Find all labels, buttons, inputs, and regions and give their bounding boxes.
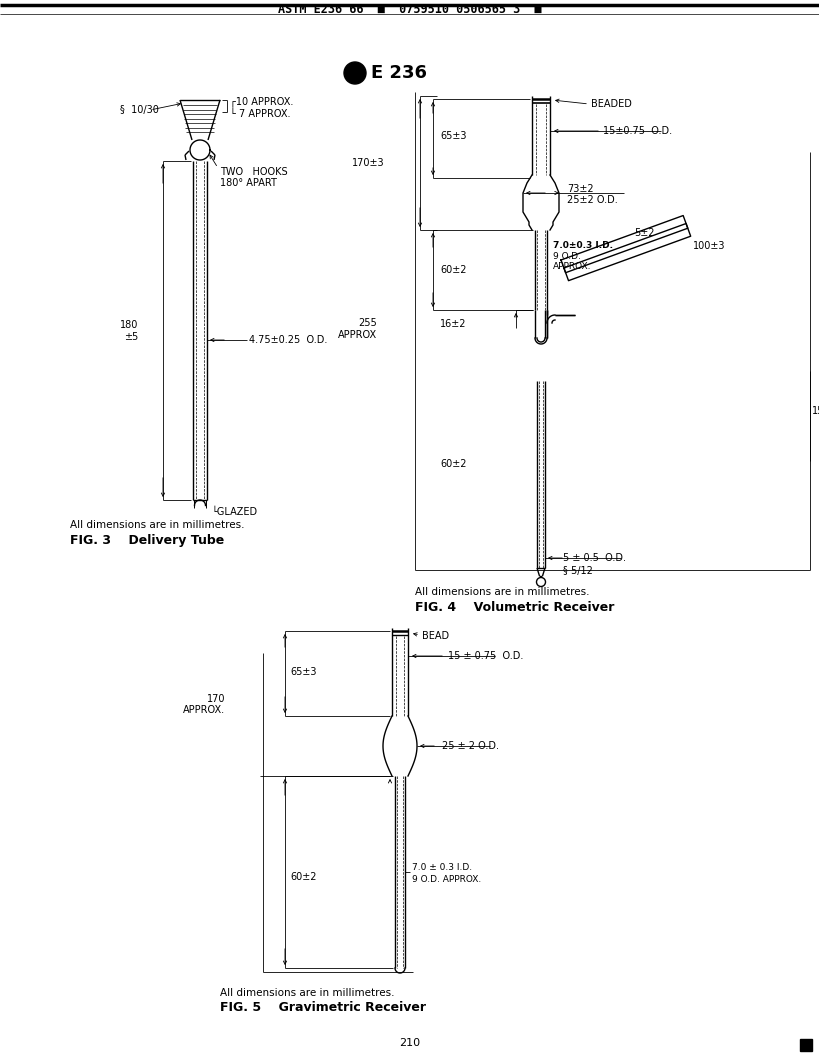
Text: ASTM E236 66  ■  0759510 0506565 3  ■: ASTM E236 66 ■ 0759510 0506565 3 ■ xyxy=(278,2,541,16)
Text: └ 7 APPROX.: └ 7 APPROX. xyxy=(229,109,290,119)
Text: ±5: ±5 xyxy=(124,332,138,342)
Text: BEAD: BEAD xyxy=(422,631,449,641)
Text: 100±3: 100±3 xyxy=(692,241,725,250)
Text: 73±2: 73±2 xyxy=(566,184,593,194)
Text: 170: 170 xyxy=(206,694,224,704)
Text: 15±0.75  O.D.: 15±0.75 O.D. xyxy=(602,126,672,136)
Text: §  10/30: § 10/30 xyxy=(120,105,159,115)
Text: 60±2: 60±2 xyxy=(440,459,466,469)
Text: 155±3: 155±3 xyxy=(811,406,819,416)
Text: 25±2 O.D.: 25±2 O.D. xyxy=(566,195,617,205)
Text: 7.0±0.3 I.D.: 7.0±0.3 I.D. xyxy=(552,241,613,249)
Text: APPROX.: APPROX. xyxy=(183,705,224,715)
Text: All dimensions are in millimetres.: All dimensions are in millimetres. xyxy=(414,587,589,597)
Text: E 236: E 236 xyxy=(370,64,427,82)
Bar xyxy=(799,1039,811,1051)
Text: 65±3: 65±3 xyxy=(440,131,466,142)
Text: APPROX: APPROX xyxy=(337,331,377,340)
Circle shape xyxy=(349,68,360,78)
Text: 4.75±0.25  O.D.: 4.75±0.25 O.D. xyxy=(249,335,327,345)
Circle shape xyxy=(351,70,358,76)
Text: 180° APART: 180° APART xyxy=(219,178,277,188)
Text: 9 O.D. APPROX.: 9 O.D. APPROX. xyxy=(411,874,481,884)
Text: § 5/12: § 5/12 xyxy=(563,566,592,576)
Text: 7.0 ± 0.3 I.D.: 7.0 ± 0.3 I.D. xyxy=(411,863,472,871)
Text: 16±2: 16±2 xyxy=(440,319,466,329)
Text: FIG. 3    Delivery Tube: FIG. 3 Delivery Tube xyxy=(70,533,224,547)
Text: 60±2: 60±2 xyxy=(440,265,466,275)
Polygon shape xyxy=(563,224,687,272)
Circle shape xyxy=(344,62,365,84)
Text: 60±2: 60±2 xyxy=(290,872,316,882)
Text: 9 O.D.: 9 O.D. xyxy=(552,251,580,261)
Text: 5±2: 5±2 xyxy=(633,228,654,238)
Text: └GLAZED: └GLAZED xyxy=(212,507,258,517)
Text: All dimensions are in millimetres.: All dimensions are in millimetres. xyxy=(219,988,394,998)
Text: FIG. 4    Volumetric Receiver: FIG. 4 Volumetric Receiver xyxy=(414,601,613,614)
Text: ┌10 APPROX.: ┌10 APPROX. xyxy=(229,97,293,108)
Text: 15 ± 0.75  O.D.: 15 ± 0.75 O.D. xyxy=(447,650,523,661)
Text: 170±3: 170±3 xyxy=(352,158,385,168)
Text: FIG. 5    Gravimetric Receiver: FIG. 5 Gravimetric Receiver xyxy=(219,1001,426,1015)
Circle shape xyxy=(536,578,545,586)
Text: TWO   HOOKS: TWO HOOKS xyxy=(219,167,287,177)
Text: APPROX.: APPROX. xyxy=(552,262,590,270)
Text: 255: 255 xyxy=(358,318,377,328)
Text: BEADED: BEADED xyxy=(590,99,631,109)
Text: 25 ± 2 O.D.: 25 ± 2 O.D. xyxy=(441,741,499,751)
Polygon shape xyxy=(560,215,690,281)
Circle shape xyxy=(346,65,363,81)
Text: 5 ± 0.5  O.D.: 5 ± 0.5 O.D. xyxy=(563,553,625,563)
Text: 210: 210 xyxy=(399,1038,420,1048)
Text: All dimensions are in millimetres.: All dimensions are in millimetres. xyxy=(70,520,244,530)
Text: 65±3: 65±3 xyxy=(290,667,316,677)
Text: 180: 180 xyxy=(120,320,138,331)
